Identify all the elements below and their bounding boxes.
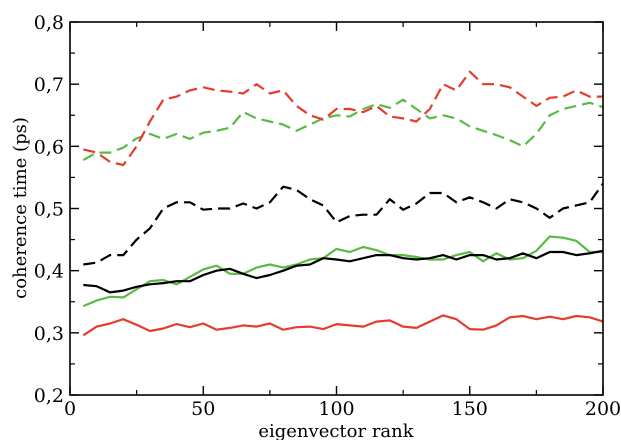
y-tick-label: 0,3 (34, 323, 64, 345)
series-line-1 (82, 314, 604, 337)
y-axis-title: coherence time (ps) (10, 117, 31, 299)
x-tick-label: 100 (318, 398, 354, 420)
tick-layer: 0 50 100 150 200 0,2 0,3 0,4 0,5 0,6 0,7 0,8 (34, 12, 621, 420)
x-tick-label: 150 (452, 398, 488, 420)
plot-frame (69, 21, 604, 396)
series-layer (82, 70, 604, 337)
series-line-2 (82, 235, 603, 308)
series-line-3 (83, 249, 604, 294)
x-axis-title: eigenvector rank (258, 421, 414, 440)
y-tick-label: 0,2 (34, 385, 64, 407)
y-tick-label: 0,6 (34, 136, 64, 158)
x-tick-label: 50 (191, 398, 215, 420)
x-tick-label: 0 (64, 398, 76, 420)
y-tick-label: 0,7 (34, 74, 64, 96)
series-line-6 (83, 70, 603, 167)
x-tick-label: 200 (585, 398, 621, 420)
y-tick-label: 0,4 (34, 261, 64, 283)
series-line-4 (83, 182, 604, 266)
y-tick-label: 0,5 (34, 199, 64, 221)
series-line-5 (82, 98, 604, 161)
y-tick-label: 0,8 (34, 12, 64, 34)
